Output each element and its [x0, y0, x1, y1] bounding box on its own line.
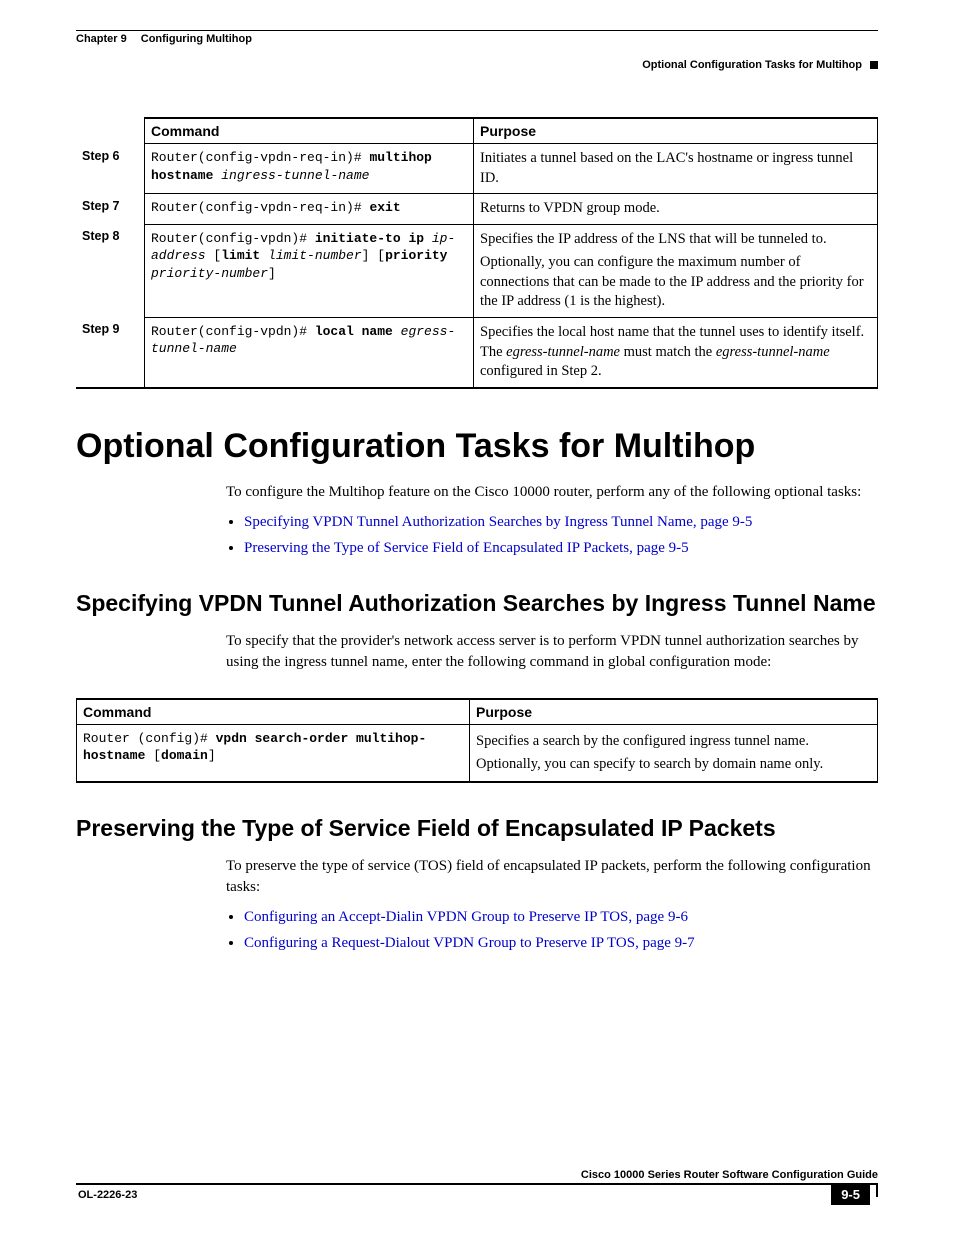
table-row: Step 9Router(config-vpdn)# local name eg… [76, 317, 878, 387]
footer-docnum: OL-2226-23 [76, 1183, 831, 1205]
sub2-paragraph: To preserve the type of service (TOS) fi… [226, 856, 878, 897]
col-header-purpose: Purpose [474, 118, 878, 144]
command-table: Command Purpose Router (config)# vpdn se… [76, 698, 878, 783]
list-item: Configuring a Request-Dialout VPDN Group… [244, 933, 878, 953]
page-title: Optional Configuration Tasks for Multiho… [76, 427, 878, 466]
col-header-command: Command [145, 118, 474, 144]
list-item: Specifying VPDN Tunnel Authorization Sea… [244, 512, 878, 532]
cross-reference-link[interactable]: Configuring a Request-Dialout VPDN Group… [244, 935, 695, 951]
cross-reference-link[interactable]: Specifying VPDN Tunnel Authorization Sea… [244, 514, 752, 530]
command-cell: Router(config-vpdn-req-in)# multihop hos… [145, 144, 474, 194]
intro-paragraph: To configure the Multihop feature on the… [226, 482, 878, 502]
corner-marker-icon [870, 61, 878, 69]
command-cell: Router(config-vpdn)# local name egress-t… [145, 317, 474, 387]
command-cell: Router(config-vpdn)# initiate-to ip ip-a… [145, 224, 474, 317]
step-label: Step 9 [76, 317, 145, 387]
sub1-body: To specify that the provider's network a… [226, 631, 878, 672]
sub1-paragraph: To specify that the provider's network a… [226, 631, 878, 672]
col-header-command: Command [77, 699, 470, 725]
running-header: Chapter 9 Configuring Multihop [76, 33, 878, 45]
sub2-link-list: Configuring an Accept-Dialin VPDN Group … [226, 907, 878, 954]
intro-block: To configure the Multihop feature on the… [226, 482, 878, 559]
footer-page-number: 9-5 [831, 1183, 870, 1205]
list-item: Preserving the Type of Service Field of … [244, 538, 878, 558]
page-document: Chapter 9 Configuring Multihop Optional … [0, 0, 954, 1235]
col-header-purpose: Purpose [470, 699, 878, 725]
sub2-body: To preserve the type of service (TOS) fi… [226, 856, 878, 953]
subsection-title: Preserving the Type of Service Field of … [76, 815, 878, 842]
list-item: Configuring an Accept-Dialin VPDN Group … [244, 907, 878, 927]
header-rule [76, 30, 878, 31]
step-label: Step 7 [76, 194, 145, 225]
table-row: Step 8Router(config-vpdn)# initiate-to i… [76, 224, 878, 317]
chapter-title: Configuring Multihop [141, 33, 252, 45]
step-label: Step 6 [76, 144, 145, 194]
cross-reference-link[interactable]: Configuring an Accept-Dialin VPDN Group … [244, 909, 688, 925]
intro-link-list: Specifying VPDN Tunnel Authorization Sea… [226, 512, 878, 559]
purpose-cell: Initiates a tunnel based on the LAC's ho… [474, 144, 878, 194]
footer-guide-title: Cisco 10000 Series Router Software Confi… [76, 1169, 878, 1181]
step-label: Step 8 [76, 224, 145, 317]
section-indicator: Optional Configuration Tasks for Multiho… [76, 59, 878, 71]
steps-table: Command Purpose Step 6Router(config-vpdn… [76, 117, 878, 389]
page-footer: Cisco 10000 Series Router Software Confi… [76, 1169, 878, 1205]
cross-reference-link[interactable]: Preserving the Type of Service Field of … [244, 540, 689, 556]
command-cell: Router (config)# vpdn search-order multi… [77, 724, 470, 782]
purpose-cell: Specifies the IP address of the LNS that… [474, 224, 878, 317]
section-label: Optional Configuration Tasks for Multiho… [642, 59, 862, 71]
subsection-title: Specifying VPDN Tunnel Authorization Sea… [76, 590, 878, 617]
purpose-cell: Specifies a search by the configured ing… [470, 724, 878, 782]
footer-hook-icon [870, 1183, 878, 1197]
table-row: Step 6Router(config-vpdn-req-in)# multih… [76, 144, 878, 194]
command-cell: Router(config-vpdn-req-in)# exit [145, 194, 474, 225]
purpose-cell: Returns to VPDN group mode. [474, 194, 878, 225]
table-row: Step 7Router(config-vpdn-req-in)# exitRe… [76, 194, 878, 225]
chapter-label: Chapter 9 [76, 33, 127, 45]
purpose-cell: Specifies the local host name that the t… [474, 317, 878, 387]
